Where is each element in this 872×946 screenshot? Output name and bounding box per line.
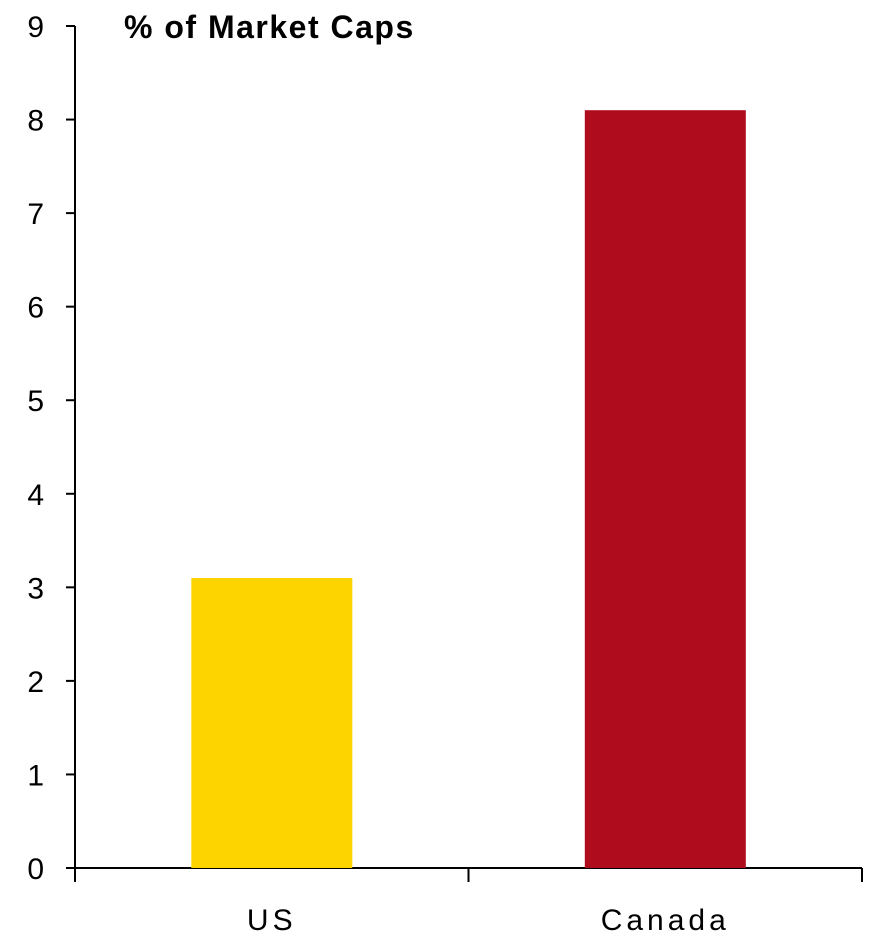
y-tick-label: 0 [27,853,44,886]
y-tick-label: 5 [27,385,44,418]
x-tick-label: US [247,904,297,937]
y-tick-label: 7 [27,198,44,231]
bars [191,110,746,868]
y-tick-label: 3 [27,572,44,605]
x-tick-label: Canada [601,904,730,937]
x-axis: US Canada [74,867,863,937]
y-tick-label: 9 [27,11,44,44]
y-axis: 0 1 2 3 4 5 6 7 8 9 [27,11,76,886]
bar-us [191,578,353,868]
chart-title: % of Market Caps [124,9,415,45]
y-tick-label: 4 [27,479,44,512]
y-tick-label: 8 [27,105,44,138]
y-tick-label: 6 [27,292,44,325]
bar-canada [584,110,746,868]
y-tick-label: 2 [27,666,44,699]
y-tick-label: 1 [27,759,44,792]
